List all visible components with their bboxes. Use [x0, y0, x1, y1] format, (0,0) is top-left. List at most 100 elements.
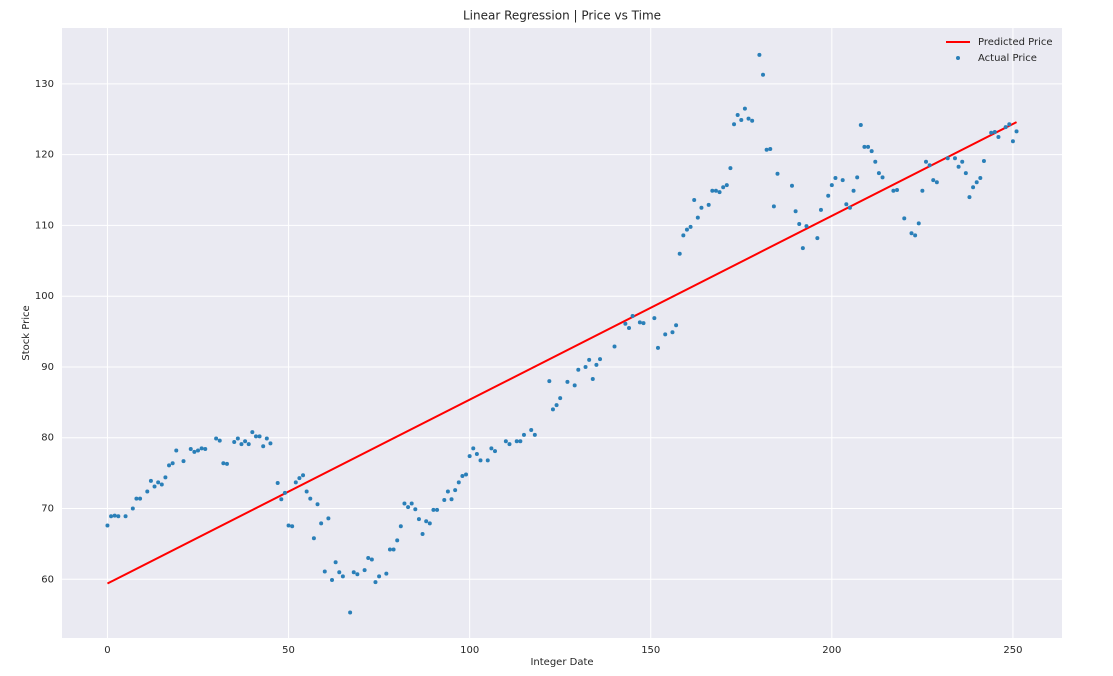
- scatter-point: [713, 188, 718, 193]
- scatter-point: [105, 523, 110, 528]
- scatter-point: [724, 183, 729, 188]
- scatter-point: [311, 536, 316, 541]
- scatter-point: [728, 166, 733, 171]
- scatter-point: [333, 560, 338, 565]
- scatter-point: [507, 442, 512, 447]
- scatter-point: [156, 480, 161, 485]
- scatter-point: [891, 188, 896, 193]
- scatter-point: [366, 556, 371, 561]
- scatter-point: [818, 207, 823, 212]
- scatter-point: [963, 171, 968, 176]
- scatter-point: [514, 439, 519, 444]
- scatter-point: [315, 502, 320, 507]
- scatter-point: [829, 183, 834, 188]
- scatter-point: [308, 496, 313, 501]
- scatter-point: [384, 571, 389, 576]
- scatter-point: [996, 134, 1001, 139]
- scatter-point: [598, 357, 603, 362]
- x-tick-label: 150: [641, 645, 660, 656]
- scatter-point: [460, 473, 465, 478]
- scatter-point: [565, 379, 570, 384]
- scatter-point: [373, 580, 378, 585]
- scatter-point: [916, 221, 921, 226]
- scatter-point: [913, 233, 918, 238]
- scatter-point: [532, 432, 537, 437]
- scatter-point: [775, 171, 780, 176]
- scatter-point: [435, 507, 440, 512]
- scatter-point: [757, 52, 762, 57]
- scatter-point: [974, 180, 979, 185]
- scatter-point: [739, 117, 744, 122]
- scatter-point: [145, 489, 150, 494]
- scatter-point: [674, 323, 679, 328]
- scatter-point: [880, 175, 885, 180]
- scatter-point: [442, 498, 447, 503]
- scatter-point: [181, 459, 186, 464]
- scatter-point: [170, 461, 175, 466]
- scatter-point: [815, 236, 820, 241]
- scatter-point: [250, 430, 255, 435]
- scatter-point: [1003, 125, 1008, 130]
- scatter-point: [474, 452, 479, 457]
- y-tick-label: 100: [35, 291, 54, 302]
- x-tick-label: 50: [282, 645, 295, 656]
- scatter-point: [934, 180, 939, 185]
- scatter-point: [348, 610, 353, 615]
- scatter-point: [931, 178, 936, 183]
- regression-line: [107, 121, 1018, 585]
- scatter-point: [971, 185, 976, 190]
- scatter-point: [670, 330, 675, 335]
- scatter-point: [952, 156, 957, 161]
- scatter-point: [637, 320, 642, 325]
- scatter-point: [420, 531, 425, 536]
- scatter-point: [688, 224, 693, 229]
- scatter-point: [652, 316, 657, 321]
- y-tick-label: 90: [41, 362, 54, 373]
- x-tick-label: 100: [460, 645, 479, 656]
- scatter-point: [409, 501, 414, 506]
- scatter-point: [489, 446, 494, 451]
- scatter-point: [876, 171, 881, 176]
- scatter-point: [282, 490, 287, 495]
- scatter-point: [152, 484, 157, 489]
- scatter-point: [550, 407, 555, 412]
- chart-title: Linear Regression | Price vs Time: [463, 9, 661, 23]
- scatter-point: [518, 439, 523, 444]
- y-tick-label: 60: [41, 574, 54, 585]
- scatter-point: [992, 130, 997, 135]
- scatter-point: [627, 326, 632, 331]
- scatter-point: [981, 159, 986, 164]
- scatter-point: [174, 448, 179, 453]
- scatter-point: [391, 547, 396, 552]
- scatter-point: [677, 251, 682, 256]
- scatter-point: [159, 482, 164, 487]
- scatter-point: [797, 222, 802, 227]
- scatter-point: [695, 215, 700, 220]
- scatter-point: [290, 524, 295, 529]
- scatter-point: [112, 513, 117, 518]
- scatter-point: [909, 231, 914, 236]
- scatter-point: [742, 106, 747, 111]
- scatter-point: [789, 183, 794, 188]
- scatter-point: [529, 427, 534, 432]
- scatter-point: [264, 436, 269, 441]
- scatter-point: [109, 514, 114, 519]
- scatter-point: [464, 472, 469, 477]
- scatter-point: [873, 159, 878, 164]
- scatter-point: [362, 568, 367, 573]
- scatter-point: [612, 344, 617, 349]
- x-tick-label: 250: [1003, 645, 1022, 656]
- scatter-point: [594, 362, 599, 367]
- scatter-point: [1014, 129, 1019, 134]
- scatter-point: [572, 383, 577, 388]
- scatter-point: [163, 475, 168, 480]
- x-axis-label: Integer Date: [530, 657, 593, 668]
- scatter-point: [833, 176, 838, 181]
- scatter-point: [326, 516, 331, 521]
- scatter-point: [445, 489, 450, 494]
- scatter-point: [253, 434, 258, 439]
- scatter-point: [735, 113, 740, 118]
- scatter-point: [855, 175, 860, 180]
- scatter-point: [214, 436, 219, 441]
